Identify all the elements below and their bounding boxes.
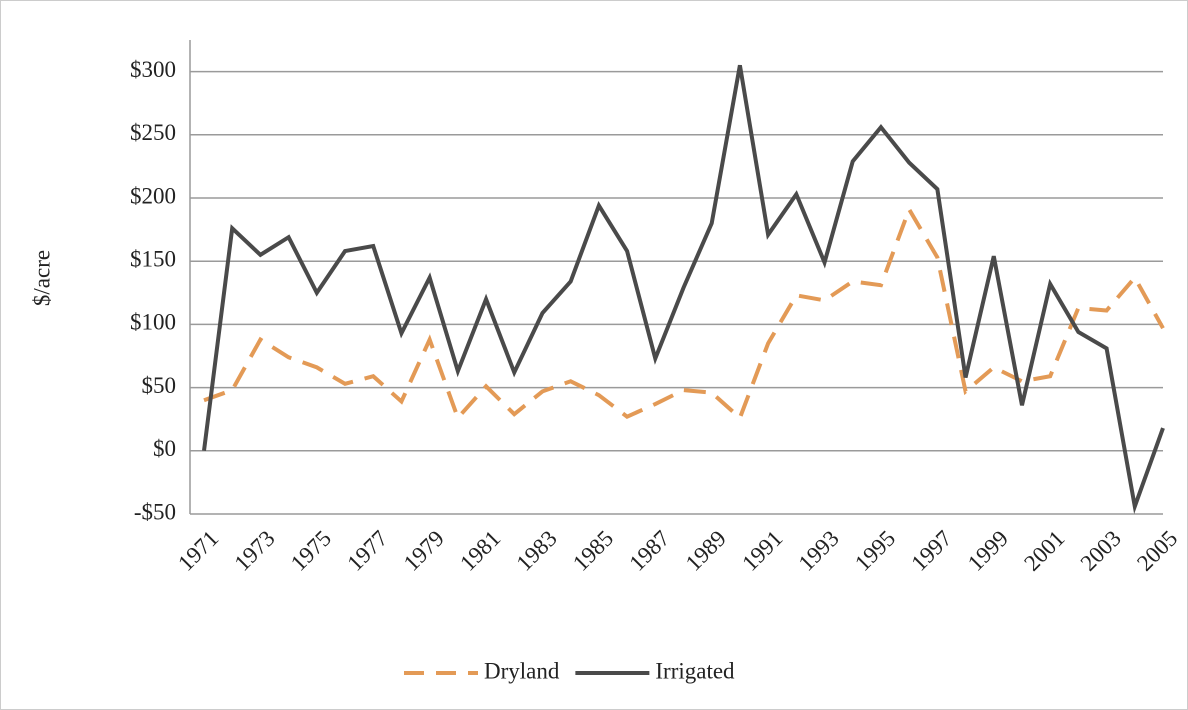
y-tick-label: $200 [130, 183, 176, 208]
data-line [202, 64, 1165, 515]
y-tick-label: $250 [130, 120, 176, 145]
legend-label: Dryland [484, 658, 560, 683]
y-tick-label: $300 [130, 57, 176, 82]
data-line [203, 204, 1165, 422]
y-axis-label: $/acre [29, 250, 54, 306]
legend-label: Irrigated [655, 658, 735, 683]
y-tick-label: $0 [153, 436, 176, 461]
y-tick-label: $150 [130, 246, 176, 271]
y-tick-label: -$50 [134, 499, 176, 524]
y-tick-label: $50 [142, 373, 177, 398]
y-tick-label: $100 [130, 310, 176, 335]
